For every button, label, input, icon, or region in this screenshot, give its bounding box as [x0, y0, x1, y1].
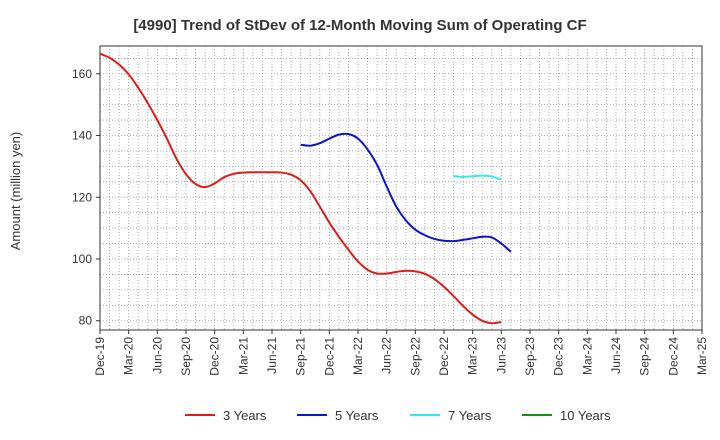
x-tick-label: Dec-23 [552, 337, 566, 376]
x-tick-label: Mar-21 [236, 337, 250, 375]
x-tick-label: Sep-24 [638, 337, 652, 376]
y-tick-label: 140 [72, 129, 92, 143]
x-tick-label: Mar-23 [466, 337, 480, 375]
x-tick-label: Sep-22 [408, 337, 422, 376]
series-lines [99, 52, 512, 325]
x-tick-label: Jun-21 [265, 337, 279, 374]
x-tick-label: Dec-20 [208, 337, 222, 376]
y-tick-label: 80 [79, 314, 93, 328]
y-tick-label: 100 [72, 252, 92, 266]
grid [99, 46, 703, 330]
x-tick-label: Jun-20 [150, 337, 164, 374]
legend-label: 7 Years [448, 408, 492, 423]
y-tick-label: 120 [72, 190, 92, 204]
legend-label: 5 Years [335, 408, 379, 423]
x-tick-label: Jun-23 [494, 337, 508, 374]
x-tick-label: Dec-22 [437, 337, 451, 376]
x-tick-label: Dec-21 [322, 337, 336, 376]
y-ticks: 80 100 120 140 160 [72, 67, 100, 328]
x-tick-label: Jun-22 [380, 337, 394, 374]
x-tick-label: Mar-20 [122, 337, 136, 375]
x-tick-label: Dec-19 [93, 337, 107, 376]
x-tick-label: Mar-24 [580, 337, 594, 375]
x-tick-label: Sep-23 [523, 337, 537, 376]
y-tick-label: 160 [72, 67, 92, 81]
chart-title: [4990] Trend of StDev of 12-Month Moving… [133, 17, 586, 34]
series-line-3-years [99, 52, 502, 325]
x-tick-label: Sep-20 [179, 337, 193, 376]
plot-frame [99, 45, 703, 331]
legend-label: 10 Years [560, 408, 611, 423]
x-tick-label: Sep-21 [294, 337, 308, 376]
x-ticks: Dec-19 Mar-20 Jun-20 Sep-20 Dec-20 Mar-21 Jun-… [93, 330, 709, 376]
y-axis-label: Amount (million yen) [8, 132, 23, 251]
series-line-7-years [453, 174, 502, 181]
x-tick-label: Jun-24 [609, 337, 623, 374]
legend-label: 3 Years [223, 408, 267, 423]
x-tick-label: Mar-25 [695, 337, 709, 375]
x-tick-label: Dec-24 [666, 337, 680, 376]
legend: 3 Years 5 Years 7 Years 10 Years [185, 408, 611, 423]
series-line-5-years [300, 132, 512, 253]
axes [99, 45, 703, 331]
x-tick-label: Mar-22 [351, 337, 365, 375]
